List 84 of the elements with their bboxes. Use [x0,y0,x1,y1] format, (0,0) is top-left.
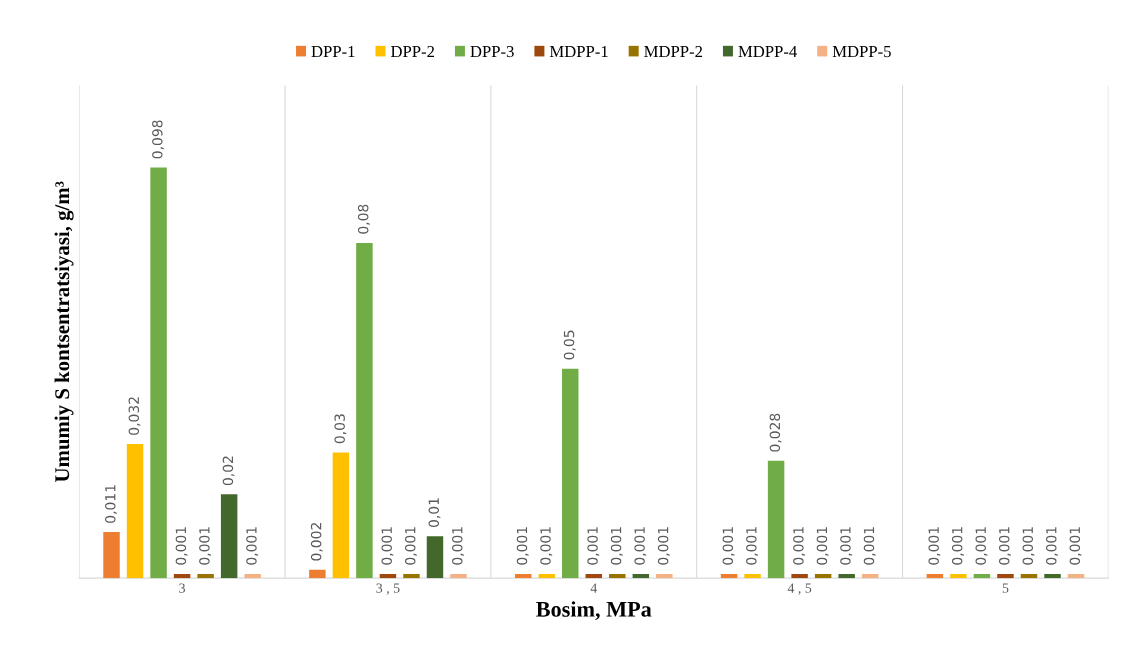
data-label: 0,032 [128,397,141,435]
data-label: 0,001 [657,527,670,565]
bar [1020,573,1038,579]
bar [126,444,144,579]
bar [356,242,373,579]
data-label: 0,001 [404,527,417,565]
data-label: 0,098 [152,120,165,159]
bar [173,573,191,579]
bar [744,573,761,579]
bar [1067,573,1085,579]
bar [450,573,467,579]
bar [379,573,397,579]
bar [656,573,673,579]
x-tick-label: 4 [590,583,598,593]
y-axis-title: Umumiy S kontsentratsiyasi, g/m³ [54,181,74,482]
bar [720,573,738,579]
bar [767,460,785,579]
bar [562,368,579,579]
data-label: 0,001 [1022,527,1035,565]
data-label: 0,001 [928,527,941,565]
bar [220,494,238,579]
legend-label: MDPP-4 [738,46,797,58]
bar [838,573,855,579]
data-label: 0,001 [246,527,259,565]
data-label: 0,001 [951,527,964,565]
bar [538,573,555,579]
data-label: 0,001 [746,527,759,565]
bar [861,573,879,579]
legend-label: MDPP-5 [832,46,891,58]
bar [197,573,214,579]
legend-label: DPP-2 [390,45,435,58]
data-label: 0,001 [452,527,464,565]
bar [150,167,167,579]
x-axis-title: Bosim, MPa [536,601,652,621]
data-label: 0,01 [428,498,441,528]
bar [1044,573,1061,579]
data-label: 0,02 [222,456,235,486]
x-tick-label: 3 [179,583,186,593]
data-label: 0,001 [516,527,529,565]
bar [973,573,991,579]
data-label: 0,001 [722,527,735,565]
data-label: 0,028 [769,413,782,452]
bar [814,573,832,579]
bar [791,573,808,579]
bar [103,532,120,579]
bar [403,573,420,579]
bar [332,452,350,579]
x-tick-label: 5 [1002,583,1009,593]
data-label: 0,001 [634,527,647,565]
bar [426,536,444,579]
data-label: 0,001 [199,527,212,565]
data-label: 0,001 [587,527,600,565]
bar [514,573,532,579]
data-label: 0,001 [540,527,553,565]
bar [244,573,261,579]
data-label: 0,001 [975,527,988,565]
data-label: 0,001 [1046,527,1058,565]
bar [997,573,1014,579]
legend-label: DPP-1 [311,46,355,58]
legend-label: MDPP-2 [644,45,703,58]
data-label: 0,05 [563,330,576,360]
data-label: 0,001 [381,527,394,565]
bar [950,573,967,579]
legend-label: MDPP-1 [549,46,608,58]
bar [309,569,326,579]
data-label: 0,001 [610,527,623,565]
legend-label: DPP-3 [470,45,514,58]
data-label: 0,002 [310,523,323,561]
data-label: 0,001 [816,527,829,565]
x-tick-label: 3 , 5 [376,583,400,595]
bar [632,573,650,579]
bar [609,573,626,579]
data-label: 0,001 [863,527,876,565]
bar [926,573,944,579]
data-label: 0,001 [1069,527,1082,565]
data-label: 0,001 [840,527,853,565]
bar [585,573,603,579]
data-label: 0,011 [105,485,117,523]
data-label: 0,03 [334,414,347,444]
data-label: 0,08 [357,204,370,234]
data-label: 0,001 [175,527,188,565]
x-tick-label: 4 , 5 [787,583,812,595]
data-label: 0,001 [998,527,1011,565]
data-label: 0,001 [793,527,806,565]
